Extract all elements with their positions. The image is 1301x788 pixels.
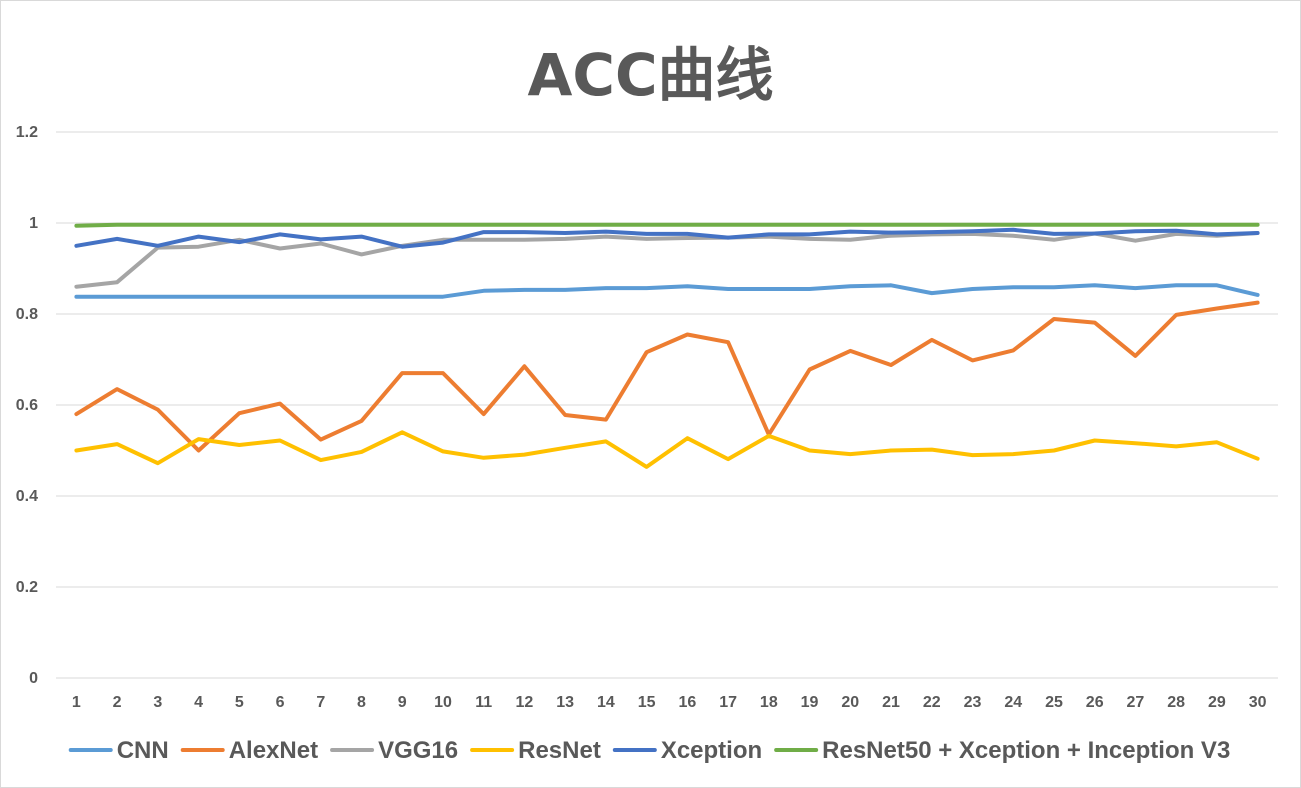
x-tick-label: 20 xyxy=(841,694,859,711)
y-tick-label: 0.2 xyxy=(16,579,38,596)
legend-item: ResNet50 + Xception + Inception V3 xyxy=(776,737,1230,764)
legend-label: ResNet xyxy=(518,737,601,764)
x-tick-label: 4 xyxy=(194,694,203,711)
x-tick-label: 19 xyxy=(801,694,819,711)
legend: CNN AlexNet VGG16 ResNet Xception ResNet50 + … xyxy=(71,737,1231,764)
y-axis-ticks: 0 0.2 0.4 0.6 0.8 1 1.2 xyxy=(16,124,38,687)
x-tick-label: 15 xyxy=(638,694,656,711)
legend-label: VGG16 xyxy=(378,737,458,764)
legend-item: Xception xyxy=(615,737,762,764)
legend-label: ResNet50 + Xception + Inception V3 xyxy=(822,737,1230,764)
legend-label: AlexNet xyxy=(229,737,318,764)
legend-item: VGG16 xyxy=(332,737,458,764)
x-tick-label: 18 xyxy=(760,694,778,711)
x-tick-label: 27 xyxy=(1127,694,1145,711)
legend-label: Xception xyxy=(661,737,762,764)
series-line-resnet xyxy=(76,432,1257,467)
x-tick-label: 21 xyxy=(882,694,900,711)
series-lines xyxy=(76,225,1257,467)
x-tick-label: 5 xyxy=(235,694,244,711)
x-tick-label: 8 xyxy=(357,694,366,711)
y-tick-label: 0.8 xyxy=(16,306,38,323)
legend-item: AlexNet xyxy=(183,737,318,764)
x-tick-label: 16 xyxy=(678,694,696,711)
y-tick-label: 0.6 xyxy=(16,397,38,414)
x-tick-label: 2 xyxy=(113,694,122,711)
legend-label: CNN xyxy=(117,737,169,764)
x-tick-label: 25 xyxy=(1045,694,1063,711)
x-tick-label: 14 xyxy=(597,694,615,711)
x-tick-label: 10 xyxy=(434,694,452,711)
x-tick-label: 9 xyxy=(398,694,407,711)
x-tick-label: 30 xyxy=(1249,694,1267,711)
y-tick-label: 0 xyxy=(29,670,38,687)
x-tick-label: 22 xyxy=(923,694,941,711)
x-tick-label: 29 xyxy=(1208,694,1226,711)
x-tick-label: 13 xyxy=(556,694,574,711)
legend-item: ResNet xyxy=(472,737,601,764)
x-tick-label: 11 xyxy=(475,694,492,711)
x-tick-label: 24 xyxy=(1004,694,1022,711)
y-tick-label: 1 xyxy=(29,215,38,232)
x-tick-label: 7 xyxy=(316,694,325,711)
gridlines xyxy=(56,132,1278,678)
x-tick-label: 23 xyxy=(964,694,982,711)
x-tick-label: 17 xyxy=(719,694,737,711)
y-tick-label: 0.4 xyxy=(16,488,38,505)
x-tick-label: 28 xyxy=(1167,694,1185,711)
series-line-cnn xyxy=(76,285,1257,296)
x-tick-label: 12 xyxy=(516,694,534,711)
x-tick-label: 26 xyxy=(1086,694,1104,711)
series-line-resnet50-xception-inception-v3 xyxy=(76,225,1257,226)
y-tick-label: 1.2 xyxy=(16,124,38,141)
x-tick-label: 3 xyxy=(153,694,162,711)
series-line-alexnet xyxy=(76,303,1257,451)
x-tick-label: 6 xyxy=(276,694,285,711)
x-axis-ticks: 1 2 3 4 5 6 7 8 9 10 11 12 13 14 15 16 17 18 19 20 21 22 23 24 2… xyxy=(72,694,1267,711)
x-tick-label: 1 xyxy=(72,694,81,711)
legend-item: CNN xyxy=(71,737,169,764)
